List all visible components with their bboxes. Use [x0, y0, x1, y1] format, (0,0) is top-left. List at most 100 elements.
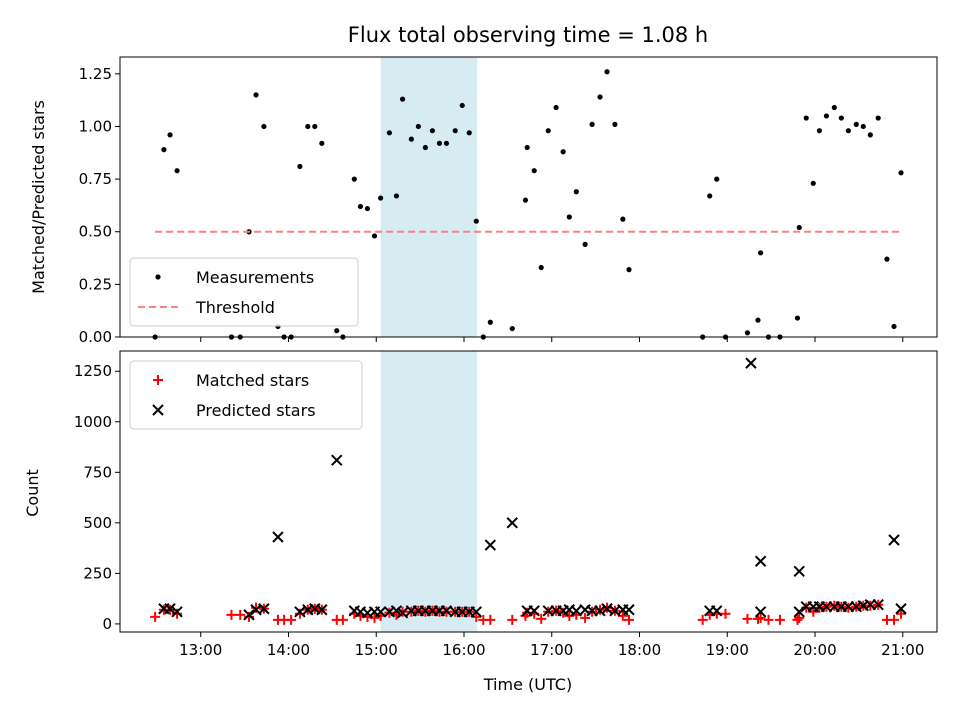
- top-panel: 0.00 0.25 0.50 0.75 1.00 1.25 Measurements Thre…: [79, 56, 938, 346]
- measurement-point: [803, 115, 809, 121]
- matched-star-point: [889, 614, 899, 625]
- matched-star-point: [226, 609, 237, 620]
- measurement-point: [794, 315, 801, 321]
- bottom-y-tick-label: 500: [83, 514, 112, 532]
- measurement-point: [466, 130, 472, 136]
- predicted-star-point: [528, 605, 540, 617]
- measurement-point: [522, 197, 529, 203]
- measurement-point: [357, 203, 364, 210]
- measurement-point: [436, 140, 443, 146]
- x-tick-label: 20:00: [793, 641, 836, 659]
- predicted-star-point: [623, 604, 635, 616]
- matched-star-point: [337, 614, 348, 625]
- measurement-point: [305, 123, 311, 130]
- x-axis-label: Time (UTC): [483, 675, 572, 694]
- bottom-series-matched-stars: [150, 599, 907, 625]
- legend-entry-label: Measurements: [196, 268, 314, 287]
- matched-star-point: [742, 613, 753, 624]
- predicted-star-point: [272, 531, 284, 543]
- measurement-point: [589, 121, 595, 127]
- x-tick-label: 15:00: [355, 641, 398, 659]
- measurement-point: [553, 104, 559, 111]
- predicted-star-point: [745, 357, 757, 369]
- predicted-star-point: [243, 609, 255, 621]
- measurement-point: [582, 241, 588, 247]
- matched-star-point: [150, 611, 161, 622]
- predicted-star-point: [594, 605, 606, 617]
- measurement-point: [161, 147, 167, 153]
- measurement-point: [560, 149, 566, 155]
- measurement-point: [452, 128, 458, 134]
- predicted-star-point: [470, 606, 482, 618]
- measurement-point: [707, 193, 713, 199]
- bottom-legend-box: [129, 360, 363, 430]
- top-y-tick-label: 1.00: [79, 117, 112, 135]
- predicted-star-point: [396, 607, 409, 619]
- measurement-point: [487, 319, 493, 325]
- matched-star-point: [507, 614, 518, 625]
- matched-star-point: [485, 614, 496, 625]
- measurement-point: [714, 176, 720, 182]
- measurement-point: [875, 115, 881, 121]
- predicted-star-point: [711, 605, 723, 617]
- bottom-y-tick-label: 750: [83, 463, 112, 481]
- measurement-point: [443, 140, 450, 146]
- measurement-point: [853, 121, 859, 127]
- measurement-point: [845, 128, 851, 134]
- measurement-point: [386, 130, 393, 136]
- x-tick-label: 19:00: [706, 641, 749, 659]
- measurement-point: [334, 328, 340, 334]
- legend-entry-label: Predicted stars: [196, 401, 316, 420]
- measurement-point: [810, 180, 816, 186]
- matched-star-point: [755, 612, 766, 623]
- measurement-point: [371, 233, 378, 239]
- matched-star-point: [286, 614, 297, 625]
- top-legend: Measurements Threshold: [129, 257, 359, 327]
- x-tick-label: 21:00: [881, 641, 924, 659]
- predicted-star-point: [164, 603, 176, 615]
- measurement-point: [297, 163, 303, 170]
- measurement-point: [755, 317, 761, 323]
- predicted-star-point: [895, 603, 907, 615]
- measurement-point: [415, 123, 421, 130]
- measurement-point: [509, 325, 515, 332]
- x-tick-label: 13:00: [179, 641, 222, 659]
- bottom-panel: 0 250 500 750 1000 1250 13:00 14:00 15:00 16:00 17…: [74, 350, 938, 659]
- bottom-highlight-span: [380, 351, 478, 632]
- predicted-star-point: [754, 555, 767, 567]
- predicted-star-point: [171, 606, 183, 618]
- measurement-point: [758, 250, 764, 256]
- measurement-point: [831, 104, 837, 111]
- matched-star-point: [623, 614, 634, 625]
- measurement-point: [816, 128, 823, 134]
- measurement-point: [838, 115, 844, 121]
- bottom-legend: Matched stars Predicted stars: [129, 360, 363, 430]
- measurement-point: [566, 214, 572, 220]
- measurement-point: [573, 189, 579, 195]
- matched-star-point: [792, 614, 803, 625]
- predicted-star-point: [793, 565, 805, 578]
- x-tick-label: 14:00: [267, 641, 310, 659]
- matched-star-point: [774, 614, 785, 625]
- matched-star-point: [536, 613, 547, 624]
- predicted-star-point: [331, 454, 343, 466]
- bottom-y-tick-label: 250: [83, 564, 112, 582]
- chart-title: Flux total observing time = 1.08 h: [348, 23, 708, 47]
- measurement-point: [393, 193, 400, 199]
- top-y-tick-label: 1.25: [79, 65, 112, 83]
- measurement-point: [860, 123, 866, 130]
- top-y-tick-label: 0.00: [79, 328, 112, 346]
- measurement-point: [597, 94, 603, 100]
- legend-matched-swatch: [153, 375, 163, 385]
- measurement-point: [620, 216, 626, 222]
- measurement-point: [796, 224, 802, 231]
- predicted-star-point: [872, 599, 884, 611]
- bottom-y-tick-label: 1000: [74, 413, 112, 431]
- bottom-y-tick-label: 1250: [74, 362, 112, 380]
- measurement-point: [612, 121, 618, 127]
- legend-predicted-swatch: [152, 404, 164, 416]
- matched-star-point: [697, 614, 708, 625]
- top-series-measurements: [152, 69, 904, 340]
- measurement-point: [531, 168, 537, 174]
